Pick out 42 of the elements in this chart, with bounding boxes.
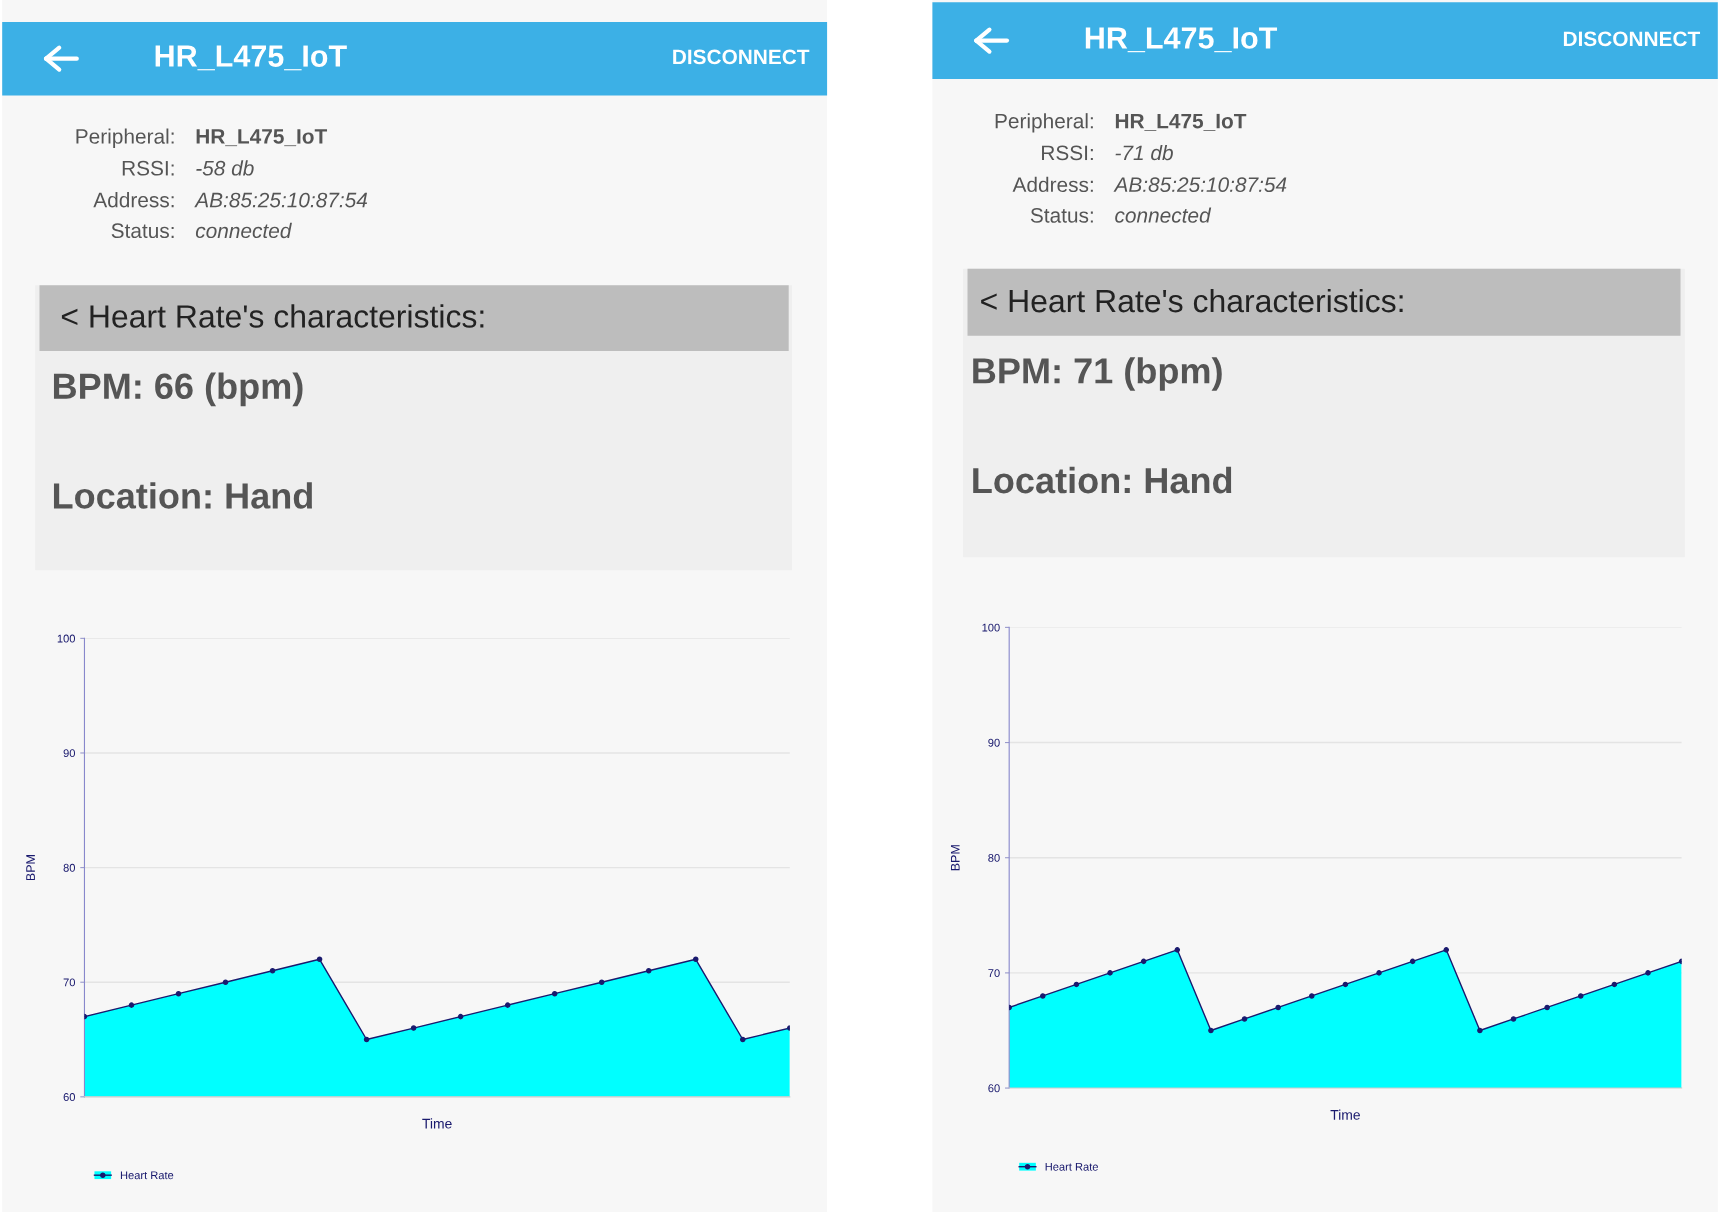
text: < Heart Rate's characteristics: [981, 288, 1403, 313]
text: HR_L475_IoT [1115, 113, 1247, 131]
y-tick-label: 100 [57, 634, 75, 643]
text: DISCONNECT [673, 49, 810, 65]
text: Peripheral: [995, 113, 1093, 133]
text: Location: Hand [973, 466, 1232, 494]
text: RSSI: [122, 160, 174, 176]
legend-label: Heart Rate [120, 1171, 174, 1180]
y-tick-label: 70 [988, 969, 1000, 978]
y-tick-label: 60 [63, 1093, 75, 1101]
y-tick-label: 90 [63, 749, 75, 758]
text: Location: Hand [53, 482, 312, 509]
text: DISCONNECT [1563, 31, 1701, 47]
text: connected [195, 222, 292, 239]
legend-label: Heart Rate [1045, 1162, 1098, 1171]
y-axis-title: BPM [950, 845, 960, 871]
text: AB:85:25:10:87:54 [194, 192, 368, 208]
text: -71 db [1115, 144, 1173, 161]
text: Address: [1012, 176, 1093, 193]
text: HR_L475_IoT [155, 45, 347, 71]
y-tick-label: 80 [988, 853, 1000, 862]
text: HR_L475_IoT [196, 129, 328, 147]
text: -58 db [196, 160, 254, 176]
y-tick-label: 60 [988, 1084, 1000, 1093]
y-tick-label: 80 [63, 863, 75, 872]
text: Peripheral: [76, 128, 174, 148]
text: connected [1115, 207, 1212, 223]
text: RSSI: [1042, 145, 1093, 161]
y-tick-label: 90 [988, 738, 1000, 747]
y-tick-label: 100 [982, 623, 1000, 632]
text: < Heart Rate's characteristics: [61, 304, 484, 328]
text: BPM: 71 (bpm) [973, 357, 1222, 391]
text: Address: [93, 192, 174, 208]
y-axis-title: BPM [26, 855, 35, 881]
text: Status: [111, 223, 174, 239]
text: BPM: 66 (bpm) [53, 372, 303, 407]
text: Status: [1030, 208, 1093, 223]
x-axis-title: Time [1330, 1109, 1360, 1120]
x-axis-title: Time [422, 1118, 452, 1129]
y-tick-label: 70 [63, 978, 75, 987]
text: AB:85:25:10:87:54 [1113, 177, 1287, 193]
text: HR_L475_IoT [1085, 27, 1278, 53]
